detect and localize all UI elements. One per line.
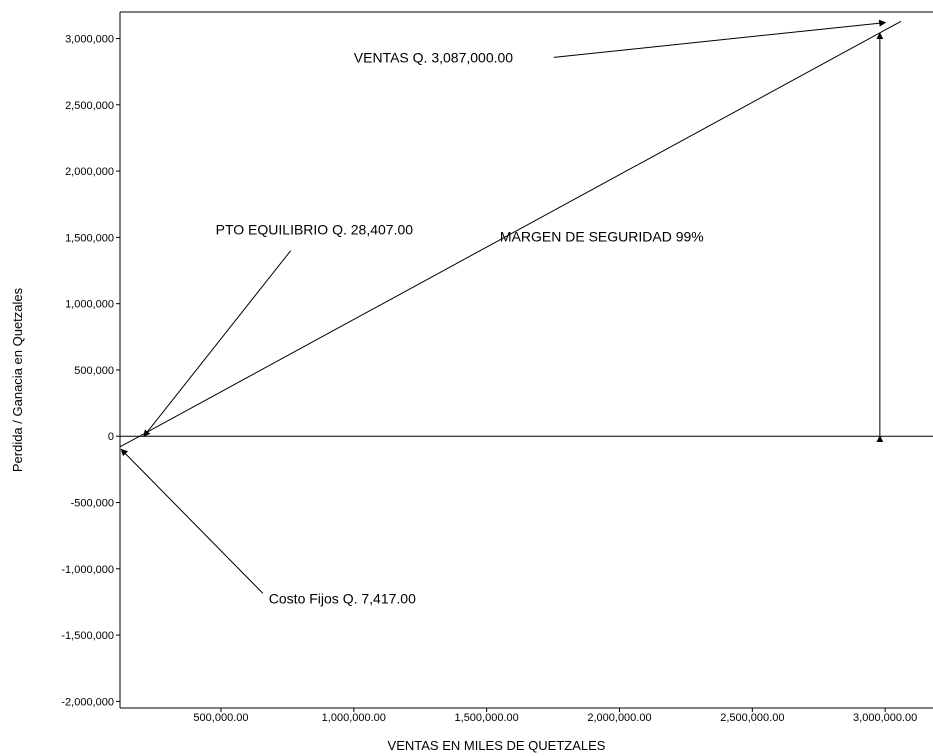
annotations: VENTAS Q. 3,087,000.00 PTO EQUILIBRIO Q. … xyxy=(120,19,887,606)
x-tick-label: 2,500,000.00 xyxy=(720,712,784,724)
y-tick-label: 0 xyxy=(108,431,114,443)
annotation-label: MARGEN DE SEGURIDAD 99% xyxy=(500,228,704,244)
annotation-arrow xyxy=(553,19,887,58)
y-tick-label: 3,000,000 xyxy=(65,34,114,46)
y-axis-ticks: 3,000,000 2,500,000 2,000,000 1,500,000 1,00… xyxy=(61,34,120,708)
y-tick-label: 1,500,000 xyxy=(65,232,114,244)
axes xyxy=(119,11,933,709)
y-tick-label: -2,000,000 xyxy=(61,696,114,708)
y-tick-label: 500,000 xyxy=(74,365,114,377)
annotation-label: PTO EQUILIBRIO Q. 28,407.00 xyxy=(216,222,414,238)
x-tick-label: 2,000,000.00 xyxy=(587,712,651,724)
x-axis-label: VENTAS EN MILES DE QUETZALES xyxy=(388,738,606,753)
x-tick-label: 1,000,000.00 xyxy=(322,712,386,724)
series-line xyxy=(119,20,902,448)
y-tick-label: 1,000,000 xyxy=(65,299,114,311)
annotation-arrow xyxy=(143,250,292,438)
annotation-label: Costo Fijos Q. 7,417.00 xyxy=(269,590,416,606)
y-tick-label: -500,000 xyxy=(71,498,114,510)
series-layer xyxy=(119,20,902,448)
x-tick-label: 500,000.00 xyxy=(193,712,248,724)
y-tick-label: -1,000,000 xyxy=(61,564,114,576)
y-tick-label: 2,000,000 xyxy=(65,166,114,178)
y-tick-label: 2,500,000 xyxy=(65,100,114,112)
annotation-label: VENTAS Q. 3,087,000.00 xyxy=(354,49,513,65)
x-tick-label: 1,500,000.00 xyxy=(455,712,519,724)
x-axis-ticks: 500,000.00 1,000,000.00 1,500,000.00 2,000,… xyxy=(193,708,917,724)
y-tick-label: -1,500,000 xyxy=(61,630,114,642)
x-tick-label: 3,000,000.00 xyxy=(853,712,917,724)
annotation-arrow xyxy=(120,448,264,594)
y-axis-label: Perdida / Ganacia en Quetzales xyxy=(10,287,25,472)
